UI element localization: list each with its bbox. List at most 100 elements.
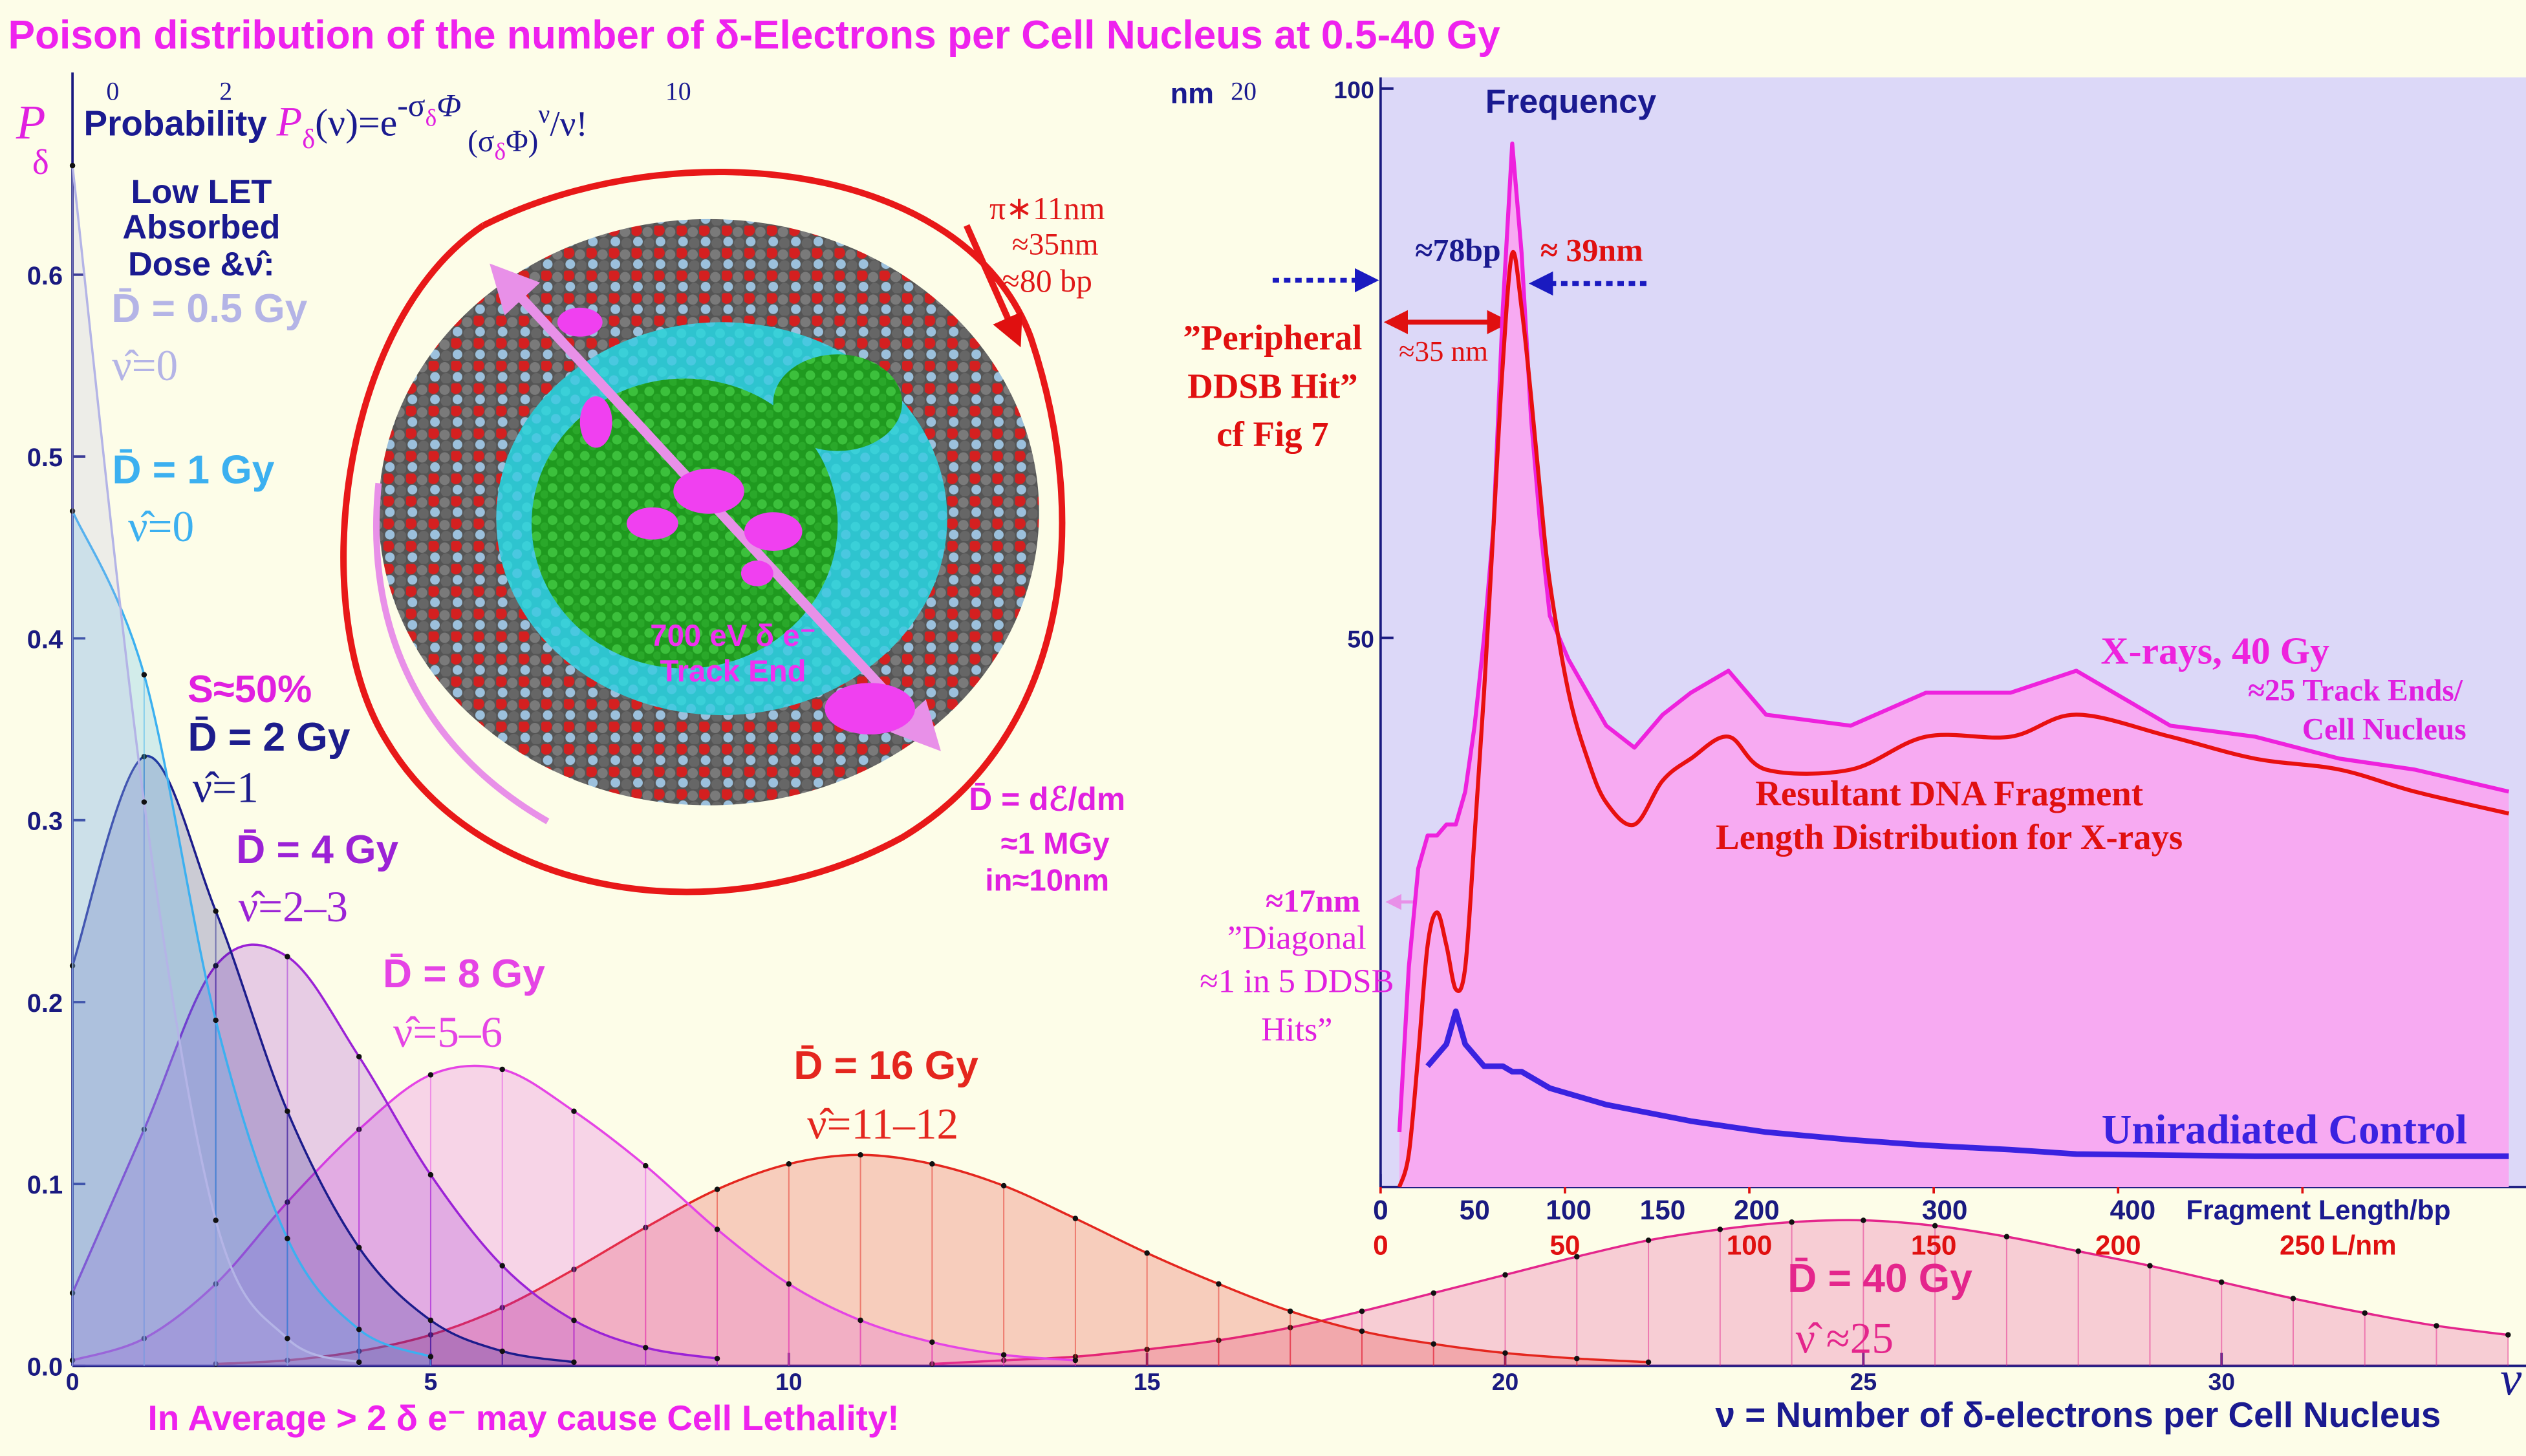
point [1789,1219,1795,1225]
point [2505,1332,2511,1338]
y-tick-label: 0.1 [27,1171,63,1199]
blob [825,683,915,734]
point [1359,1308,1365,1314]
point [1574,1254,1580,1259]
track-blobs [557,307,915,734]
curve [71,165,360,1364]
point [858,1317,863,1323]
point [213,1017,219,1023]
formula-part: /ν! [550,103,587,143]
point [1359,1328,1365,1334]
series-nu-label: ν̂=0 [112,341,178,390]
x-tick-label: 20 [1492,1368,1519,1395]
formula-part: δ [426,105,437,131]
y-tick-label: 0.2 [27,989,63,1018]
point [2147,1263,2153,1269]
point [1717,1226,1723,1232]
x2-tick-label: 50 [1549,1230,1580,1261]
annotation: ≈1 in 5 DDSB [1200,963,1394,1000]
x2-tick-label: 200 [2095,1230,2141,1261]
x2-tick-label: 150 [1911,1230,1957,1261]
x-tick-label: 15 [1134,1368,1161,1395]
formula-part: ν [538,99,550,128]
point [2003,1234,2010,1240]
point [1645,1237,1652,1243]
point [356,1054,362,1060]
blob [579,396,612,448]
nm-tick-label: 20 [1231,76,1257,105]
point [714,1355,720,1362]
annotation: ≈1 MGy [1001,826,1110,861]
point [2218,1279,2225,1285]
formula-part: P [276,98,303,145]
point [427,1354,434,1360]
annotation: ”Diagonal [1227,919,1366,956]
point [786,1161,792,1167]
nucleosome-core [773,354,902,451]
formula-part: Probability [84,103,268,143]
annotation: ≈35 nm [1399,335,1488,367]
series-label: D̄ = 1 Gy [112,447,274,492]
point [1072,1357,1079,1364]
point [2075,1248,2081,1254]
x-label: Fragment Length/bp [2186,1195,2450,1225]
point [858,1151,863,1158]
y-label: P [16,96,46,149]
y-tick-label: 100 [1334,76,1374,103]
point [929,1339,935,1345]
point [1216,1281,1222,1287]
point [427,1317,434,1323]
point [499,1263,505,1269]
point [1502,1272,1508,1278]
y-label: Frequency [1485,83,1656,120]
series-label: D̄ = 8 Gy [383,952,545,996]
x-tick-label: 5 [424,1368,438,1395]
point [714,1226,720,1232]
formula-part: -σ [397,87,426,123]
point [1574,1355,1580,1362]
series-nu-label: ν̂=2–3 [239,883,348,931]
series-label: D̄ = 40 Gy [1787,1256,1972,1301]
annotation: Track End [660,654,806,689]
annotation: ≈17nm [1266,883,1360,919]
line [1425,1008,2509,1159]
point [1861,1217,1866,1223]
point [1430,1290,1436,1296]
annotation: ≈78bp [1415,233,1501,268]
point [1645,1359,1652,1365]
arrow [964,224,1022,348]
poisson-chart [69,72,2526,1367]
y-tick-label: 0.6 [27,262,63,290]
annotation: D̄ = dℰ/dm [969,781,1125,817]
x-label: ν = Number of δ-electrons per Cell Nucle… [1716,1395,2441,1435]
x-tick-label: 150 [1640,1195,1686,1225]
point [786,1281,792,1287]
point [356,1245,362,1250]
y-tick-label: 0.4 [27,625,63,654]
annotation: ≈35nm [1012,228,1099,262]
point [2434,1323,2439,1329]
annotation: Resultant DNA Fragment [1755,774,2143,813]
point [1287,1308,1293,1314]
point [1502,1350,1508,1356]
point [69,162,76,169]
point [643,1345,649,1351]
annotation: Cell Nucleus [2302,712,2467,746]
x-tick-label: 25 [1850,1368,1877,1395]
point [285,1236,290,1241]
point [714,1186,720,1192]
curve-area [72,511,431,1366]
point [213,908,219,914]
nm-tick-label: 2 [219,76,232,105]
point [213,1217,219,1223]
annotation: in≈10nm [985,864,1109,898]
x-tick-label: 300 [1922,1195,1968,1225]
annotation: ≈ 39nm [1540,233,1643,268]
point [1430,1341,1436,1347]
point [499,1348,505,1354]
series-nu-label: ν̂ ≈25 [1796,1314,1894,1363]
point [356,1326,362,1333]
blob [673,468,744,514]
